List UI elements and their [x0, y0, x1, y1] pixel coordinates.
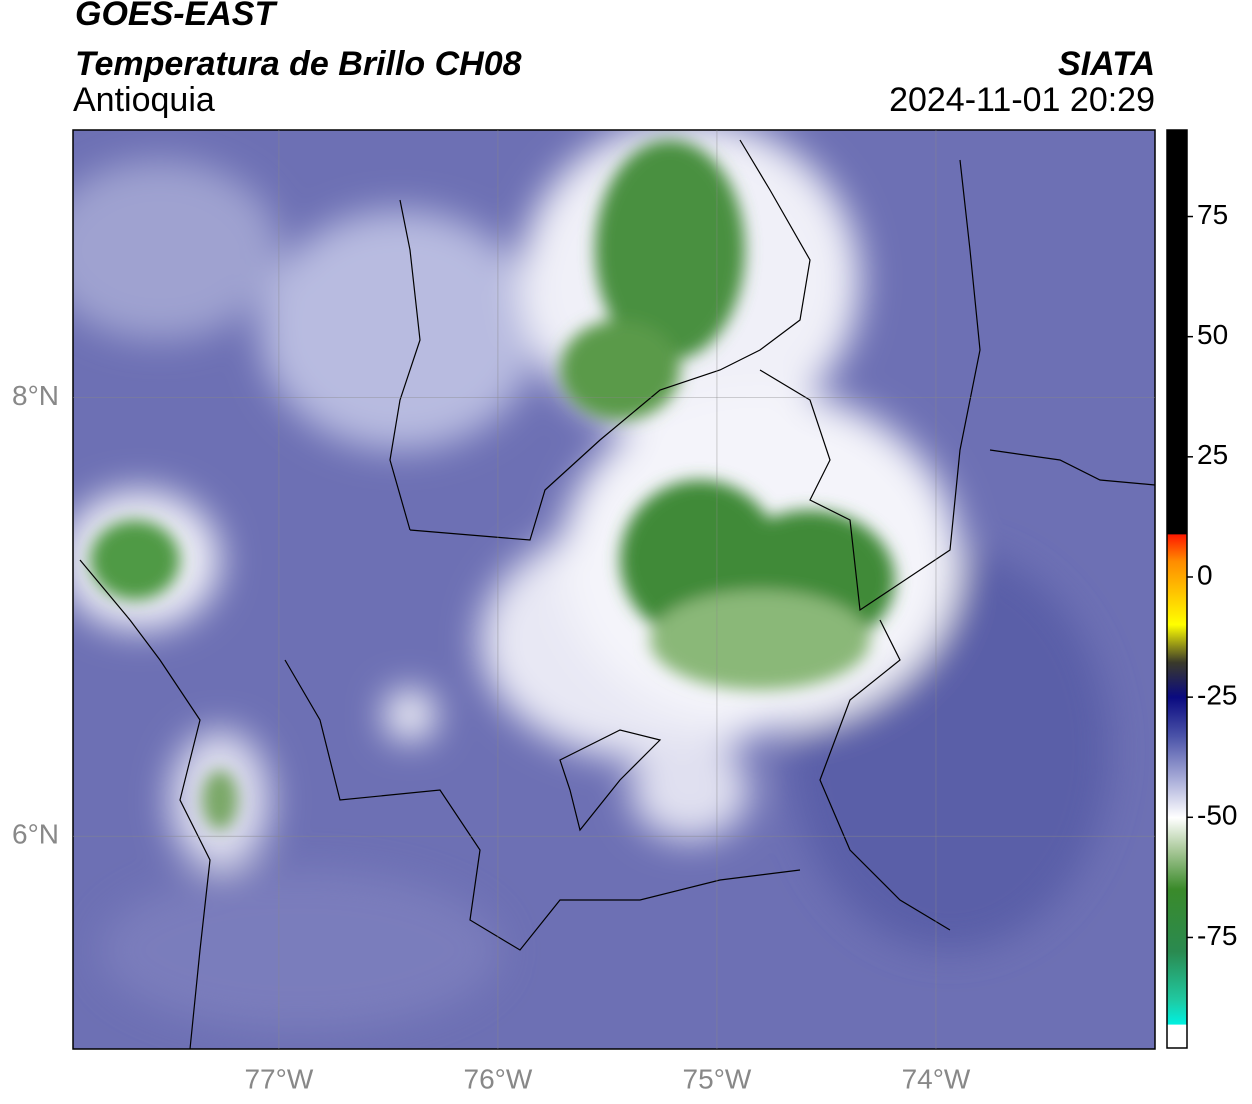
region: Antioquia: [73, 81, 215, 119]
border: [389, 199, 421, 531]
colorbar-tick-label: 50: [1197, 319, 1228, 350]
y-tick-label: 8°N: [12, 380, 59, 411]
coastline: [79, 559, 211, 1049]
colorbar-tick-label: 0: [1197, 559, 1213, 590]
colorbar-tick-label: -25: [1197, 680, 1237, 711]
x-tick-label: 74°W: [902, 1063, 971, 1094]
x-tick-label: 77°W: [244, 1063, 313, 1094]
map-frame: [72, 129, 1156, 1050]
colorbar-tick-label: 75: [1197, 199, 1228, 230]
border: [409, 139, 811, 541]
agency: SIATA: [1058, 45, 1155, 83]
border: [759, 159, 981, 612]
colorbar: [1166, 129, 1188, 1049]
datetime: 2024-11-01 20:29: [889, 81, 1155, 119]
product-title: Temperatura de Brillo CH08: [75, 45, 522, 83]
border: [989, 449, 1155, 486]
map-field: [73, 130, 1155, 1049]
x-tick-label: 76°W: [464, 1063, 533, 1094]
border: [819, 619, 951, 931]
colorbar-tick-label: 25: [1197, 439, 1228, 470]
y-tick-label: 6°N: [12, 819, 59, 850]
satellite-title: GOES-EAST: [75, 0, 278, 33]
colorbar-tick-label: -50: [1197, 800, 1237, 831]
colorbar-tick-label: -75: [1197, 920, 1237, 951]
border: [559, 729, 662, 832]
x-tick-label: 75°W: [683, 1063, 752, 1094]
border: [284, 659, 801, 951]
